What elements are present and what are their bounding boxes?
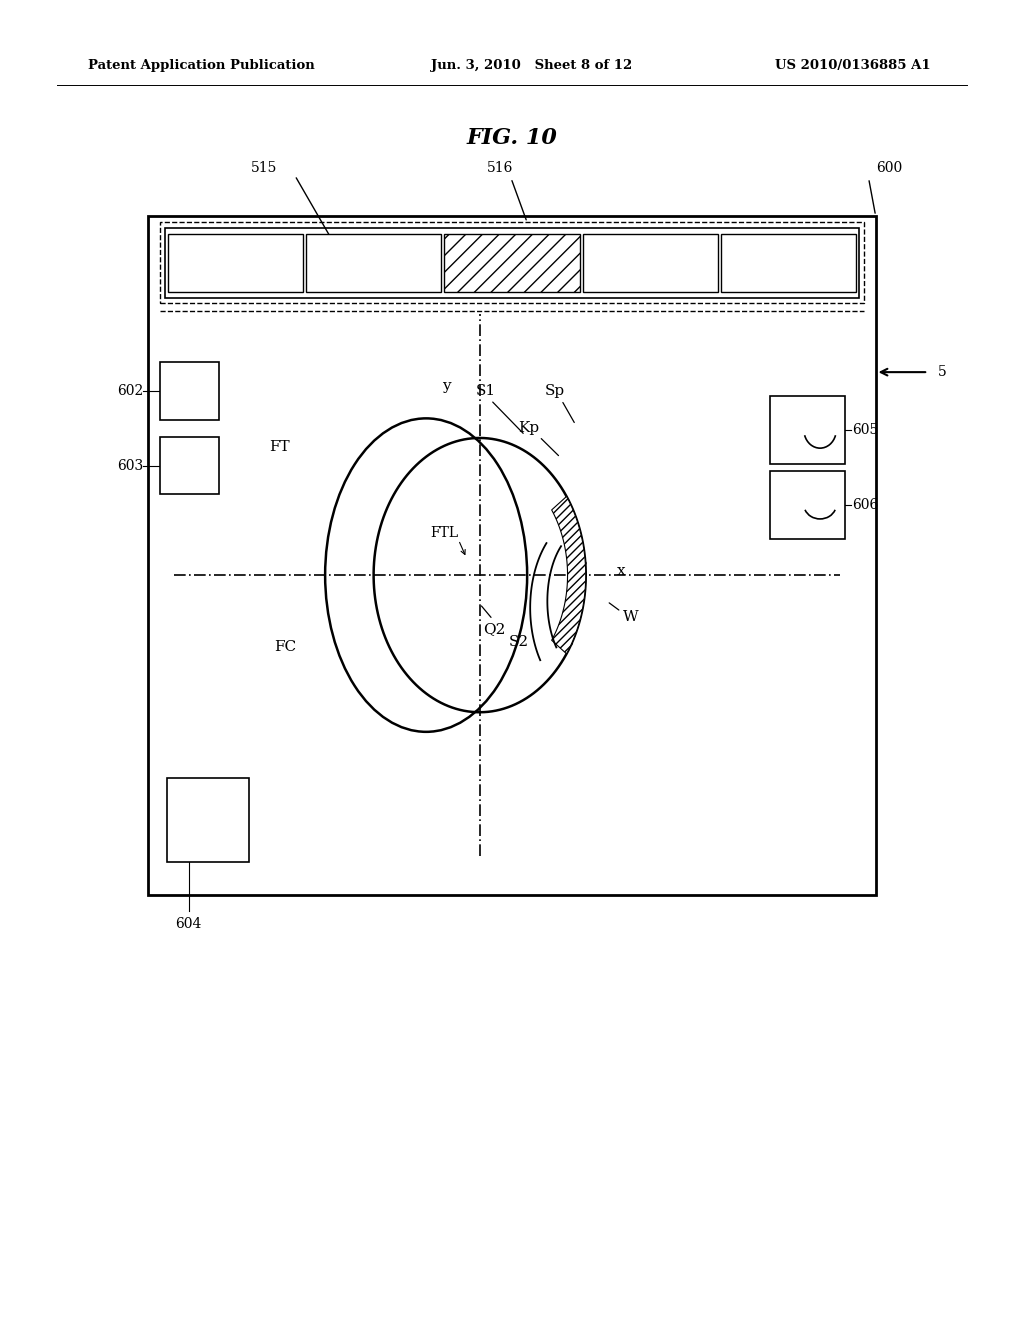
Text: US 2010/0136885 A1: US 2010/0136885 A1 bbox=[774, 59, 930, 73]
Bar bbox=[165, 227, 859, 298]
Text: Sp: Sp bbox=[545, 384, 564, 397]
Bar bbox=[148, 216, 876, 895]
Text: 602: 602 bbox=[117, 384, 143, 397]
Bar bbox=[161, 362, 219, 420]
Text: 606: 606 bbox=[852, 498, 879, 512]
Text: 515: 515 bbox=[251, 161, 278, 174]
Text: Patent Application Publication: Patent Application Publication bbox=[88, 59, 314, 73]
Bar bbox=[721, 234, 856, 292]
Bar bbox=[168, 234, 303, 292]
Text: FIG. 10: FIG. 10 bbox=[467, 127, 557, 149]
Text: B: B bbox=[778, 498, 787, 511]
Text: FT: FT bbox=[269, 440, 290, 454]
Bar bbox=[583, 234, 718, 292]
Text: 605: 605 bbox=[852, 422, 879, 437]
Text: y: y bbox=[442, 379, 451, 393]
Bar bbox=[161, 223, 863, 304]
Text: 603: 603 bbox=[117, 458, 143, 473]
Bar bbox=[161, 437, 219, 495]
Bar bbox=[444, 234, 580, 292]
Text: W: W bbox=[624, 610, 639, 624]
Text: Jun. 3, 2010   Sheet 8 of 12: Jun. 3, 2010 Sheet 8 of 12 bbox=[431, 59, 633, 73]
Text: Kp: Kp bbox=[518, 421, 540, 434]
Text: A: A bbox=[778, 424, 787, 437]
Text: x: x bbox=[616, 564, 626, 578]
Text: Q2: Q2 bbox=[482, 622, 505, 636]
Text: FC: FC bbox=[273, 640, 296, 653]
Text: S1: S1 bbox=[476, 384, 496, 397]
Text: S2: S2 bbox=[509, 635, 529, 648]
Bar bbox=[306, 234, 441, 292]
Bar bbox=[770, 471, 846, 539]
Text: 600: 600 bbox=[876, 161, 902, 174]
Text: 5: 5 bbox=[938, 366, 947, 379]
Text: 516: 516 bbox=[486, 161, 513, 174]
Polygon shape bbox=[552, 496, 586, 653]
Text: 604: 604 bbox=[175, 917, 202, 931]
Bar bbox=[167, 777, 250, 862]
Text: FTL: FTL bbox=[430, 527, 459, 540]
Bar bbox=[770, 396, 846, 463]
